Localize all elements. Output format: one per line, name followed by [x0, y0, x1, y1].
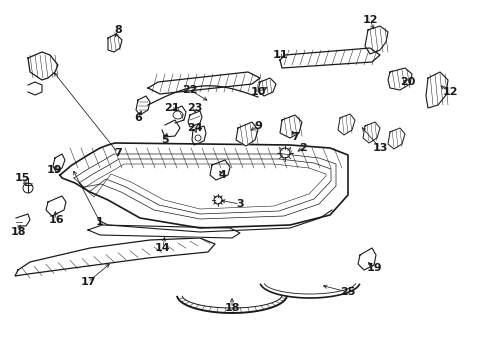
Text: 12: 12: [441, 87, 457, 97]
Polygon shape: [280, 48, 379, 68]
Polygon shape: [148, 72, 260, 94]
Text: 15: 15: [14, 173, 30, 183]
Text: 8: 8: [114, 25, 122, 35]
Polygon shape: [357, 248, 375, 270]
Text: 9: 9: [254, 121, 262, 131]
Text: 4: 4: [218, 170, 225, 180]
Text: 13: 13: [371, 143, 387, 153]
Text: 21: 21: [164, 103, 180, 113]
Text: 22: 22: [182, 85, 197, 95]
Text: 18: 18: [224, 303, 239, 313]
Text: 7: 7: [290, 132, 298, 142]
Polygon shape: [387, 128, 404, 149]
Text: 25: 25: [340, 287, 355, 297]
Text: 11: 11: [272, 50, 287, 60]
Text: 5: 5: [161, 135, 168, 145]
Polygon shape: [362, 122, 379, 143]
Polygon shape: [337, 114, 354, 135]
Text: 1: 1: [96, 217, 103, 227]
Text: 2: 2: [299, 143, 306, 153]
Polygon shape: [280, 115, 302, 138]
Polygon shape: [108, 34, 122, 52]
Text: 10: 10: [250, 87, 265, 97]
Text: 12: 12: [362, 15, 377, 25]
Polygon shape: [28, 52, 58, 80]
Text: 23: 23: [187, 103, 202, 113]
Text: 14: 14: [155, 243, 170, 253]
Polygon shape: [15, 238, 215, 276]
Text: 18: 18: [10, 227, 26, 237]
Polygon shape: [364, 26, 387, 54]
Text: 19: 19: [47, 165, 62, 175]
Polygon shape: [425, 72, 447, 108]
Text: 24: 24: [187, 123, 203, 133]
Polygon shape: [53, 154, 65, 172]
Polygon shape: [387, 68, 411, 90]
Text: 16: 16: [48, 215, 63, 225]
Text: 6: 6: [134, 113, 142, 123]
Polygon shape: [258, 78, 275, 96]
Text: 17: 17: [80, 277, 96, 287]
Polygon shape: [136, 96, 150, 115]
Text: 7: 7: [114, 148, 122, 158]
Text: 3: 3: [236, 199, 244, 209]
Polygon shape: [236, 122, 258, 146]
Text: 19: 19: [366, 263, 381, 273]
Text: 20: 20: [400, 77, 415, 87]
